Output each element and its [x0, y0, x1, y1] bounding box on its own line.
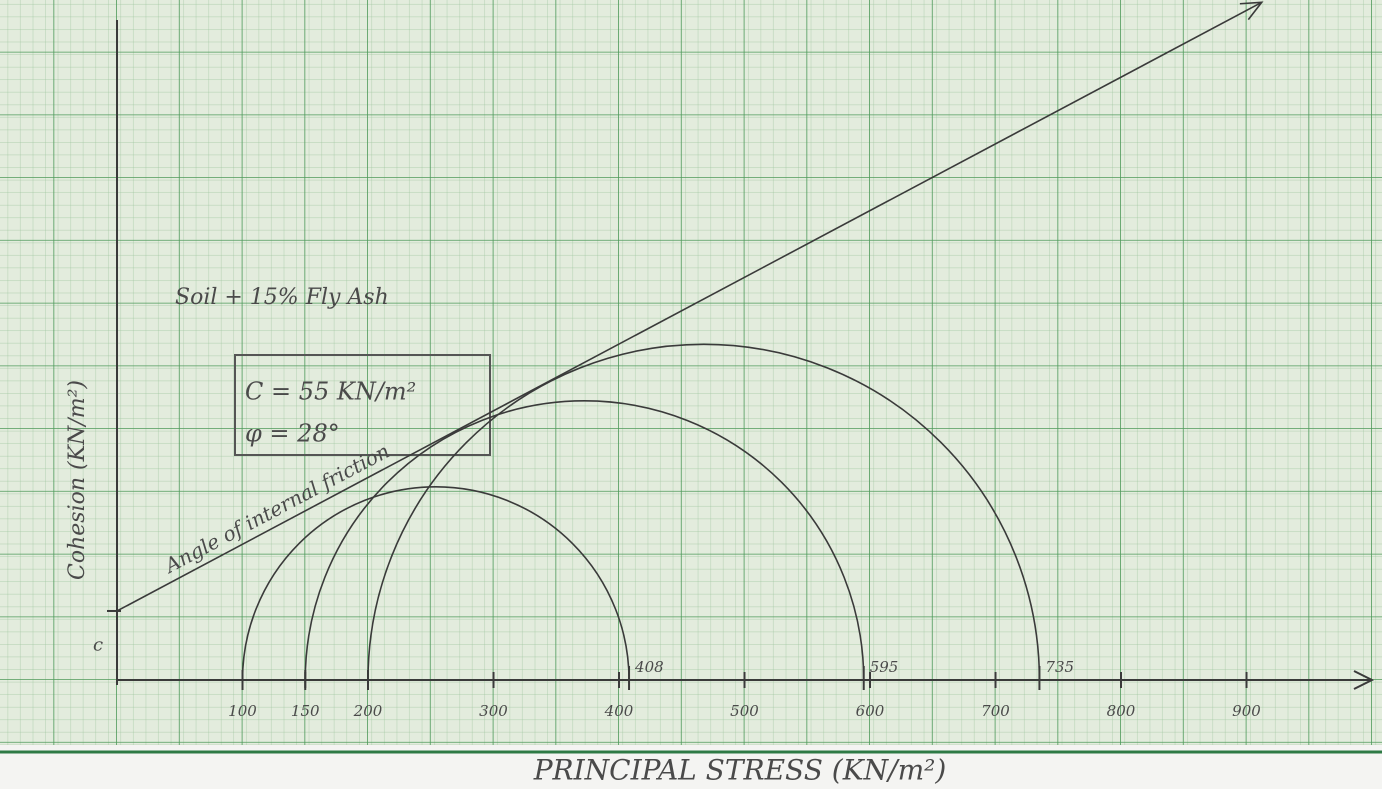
x-tick-label: 900	[1232, 702, 1261, 720]
sigma1-label: 735	[1045, 658, 1074, 676]
x-axis-label: PRINCIPAL STRESS (KN/m²)	[533, 754, 947, 787]
x-axis-arrow	[1353, 670, 1375, 690]
x-tick-label: 300	[479, 702, 508, 720]
x-tick-label: 800	[1107, 702, 1136, 720]
cohesion-label: C = 55 KN/m²	[245, 378, 416, 406]
x-tick-label: 400	[604, 702, 634, 720]
x-tick-label: 700	[981, 702, 1010, 720]
result-box	[234, 354, 491, 456]
sigma1-label: 595	[870, 658, 899, 676]
phi-label: φ = 28°	[245, 420, 340, 448]
cohesion-marker: c	[93, 634, 103, 655]
sigma1-label: 408	[634, 658, 664, 676]
envelope-arrow	[1239, 1, 1264, 21]
x-tick-label: 150	[291, 702, 320, 720]
x-tick-label: 100	[228, 702, 257, 720]
x-tick-label: 600	[856, 702, 885, 720]
mohr-circle	[304, 400, 865, 681]
y-axis-label: Cohesion (KN/m²)	[65, 380, 90, 580]
graph-paper	[0, 0, 1382, 745]
failure-envelope	[116, 1, 1263, 612]
x-tick-label: 200	[353, 702, 383, 720]
x-tick-label: 500	[730, 702, 759, 720]
mohr-circle	[367, 343, 1041, 681]
chart-title: Soil + 15% Fly Ash	[175, 285, 389, 310]
mohr-circle	[241, 486, 630, 681]
